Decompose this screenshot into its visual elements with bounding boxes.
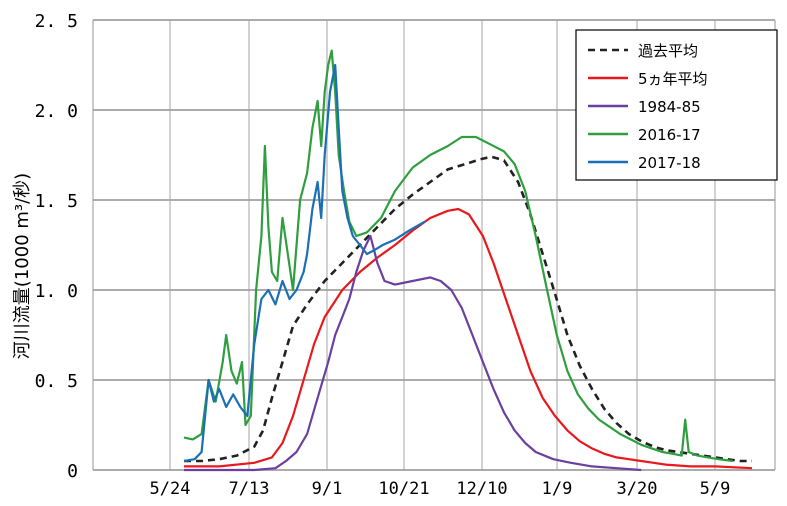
series-line-過去平均 [184,157,752,461]
y-tick-label: 1. 5 [35,191,78,212]
y-axis: 0 0. 5 1. 0 1. 5 2. 0 2. 5 [35,11,78,482]
legend-label: 5ヵ年平均 [638,70,708,88]
x-tick-label: 7/13 [229,479,270,499]
legend-label: 2016-17 [638,126,701,144]
y-tick-label: 1. 0 [35,281,78,302]
y-tick-label: 2. 5 [35,11,78,32]
x-tick-label: 1/9 [542,479,573,499]
x-tick-label: 5/9 [700,479,731,499]
legend-label: 過去平均 [638,42,698,60]
x-axis: 5/24 7/13 9/1 10/21 12/10 1/9 3/20 5/9 [150,479,731,499]
y-tick-label: 0 [67,461,78,482]
x-tick-label: 5/24 [150,479,191,499]
x-tick-label: 3/20 [617,479,658,499]
legend-label: 2017-18 [638,154,701,172]
y-tick-label: 2. 0 [35,101,78,122]
legend-label: 1984-85 [638,98,701,116]
y-tick-label: 0. 5 [35,371,78,392]
x-tick-label: 10/21 [378,479,429,499]
legend: 過去平均 5ヵ年平均 1984-85 2016-17 2017-18 [576,30,777,180]
x-tick-label: 9/1 [312,479,343,499]
x-tick-label: 12/10 [456,479,507,499]
y-axis-title: 河川流量(1000 m³/秒) [12,173,33,359]
series-line-2017-18 [184,65,425,461]
